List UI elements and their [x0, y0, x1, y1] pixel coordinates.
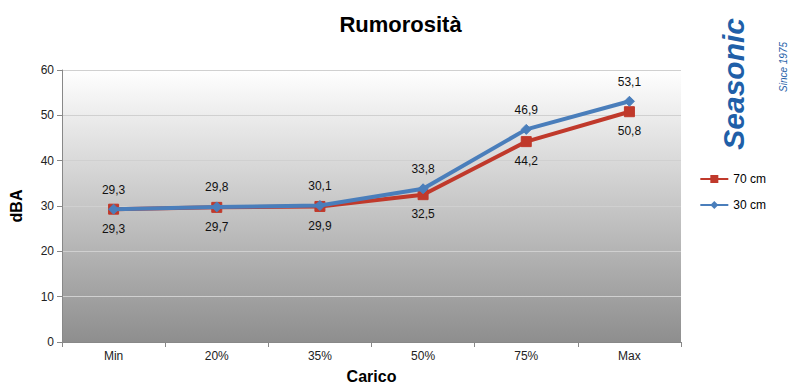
svg-text:20: 20 — [41, 244, 55, 258]
svg-text:Carico: Carico — [347, 368, 397, 385]
svg-text:40: 40 — [41, 154, 55, 168]
svg-text:Seasonic: Seasonic — [717, 18, 750, 150]
svg-text:33,8: 33,8 — [411, 162, 435, 176]
svg-text:29,3: 29,3 — [102, 222, 126, 236]
svg-text:50: 50 — [41, 108, 55, 122]
svg-text:30,1: 30,1 — [308, 179, 332, 193]
svg-text:46,9: 46,9 — [515, 103, 539, 117]
svg-text:30 cm: 30 cm — [733, 198, 766, 212]
svg-text:44,2: 44,2 — [515, 154, 539, 168]
svg-text:Max: Max — [618, 349, 641, 363]
svg-text:29,8: 29,8 — [205, 180, 229, 194]
svg-text:50,8: 50,8 — [618, 124, 642, 138]
svg-text:Min: Min — [104, 349, 123, 363]
svg-text:35%: 35% — [308, 349, 332, 363]
svg-text:30: 30 — [41, 199, 55, 213]
svg-text:Rumorosità: Rumorosità — [339, 12, 462, 37]
svg-text:29,9: 29,9 — [308, 219, 332, 233]
svg-text:20%: 20% — [205, 349, 229, 363]
svg-text:53,1: 53,1 — [618, 75, 642, 89]
svg-text:Since 1975: Since 1975 — [778, 42, 789, 92]
svg-text:75%: 75% — [514, 349, 538, 363]
svg-text:dBA: dBA — [8, 189, 25, 222]
svg-text:70 cm: 70 cm — [733, 172, 766, 186]
svg-text:29,7: 29,7 — [205, 220, 229, 234]
svg-text:60: 60 — [41, 63, 55, 77]
svg-text:29,3: 29,3 — [102, 183, 126, 197]
svg-text:50%: 50% — [411, 349, 435, 363]
svg-text:0: 0 — [47, 335, 54, 349]
svg-text:32,5: 32,5 — [411, 207, 435, 221]
svg-text:10: 10 — [41, 290, 55, 304]
